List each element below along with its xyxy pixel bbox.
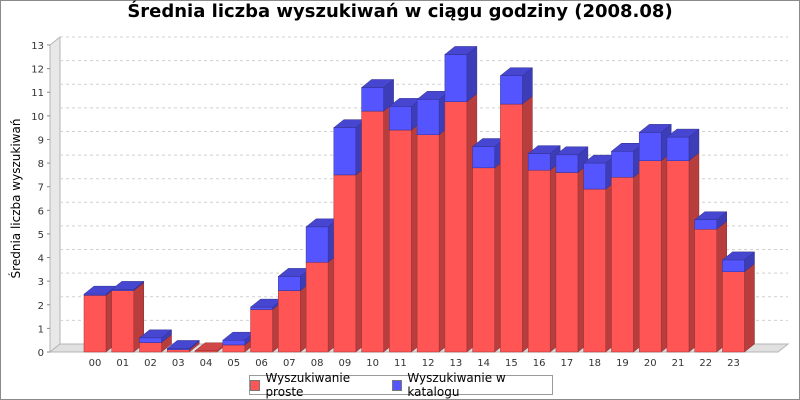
x-tick-label: 04 [200,358,213,369]
x-tick-label: 17 [561,358,574,369]
bar-23-series-1 [721,251,756,273]
x-tick-label: 09 [338,358,351,369]
bar-09-series-1 [333,119,367,176]
x-tick-label: 13 [450,358,463,369]
bar-17-series-0 [555,164,589,353]
x-tick-label: 03 [172,358,185,369]
bar-03-series-1 [166,339,200,351]
y-tick-label: 12 [31,65,44,76]
x-tick-label: 06 [255,358,268,369]
legend-swatch-catalog [391,379,403,391]
plot-left-wall [49,35,61,354]
y-tick-label: 4 [38,254,44,265]
x-tick-label: 21 [672,358,685,369]
x-tick-label: 01 [116,358,129,369]
bar-22-series-1 [694,211,728,230]
bar-13-series-0 [444,93,478,353]
bar-20-series-0 [638,152,672,353]
x-tick-label: 11 [394,358,407,369]
x-tick-label: 20 [644,358,657,369]
bar-15-series-1 [499,67,534,105]
x-tick-label: 19 [616,358,629,369]
bar-19-series-0 [610,168,645,353]
chart-title: Średnia liczba wyszukiwań w ciągu godzin… [127,1,673,22]
y-tick-label: 0 [38,348,44,359]
legend-label-catalog: Wyszukiwanie w katalogu [407,371,506,399]
bar-08-series-0 [305,253,339,353]
x-tick-label: 12 [422,358,435,369]
bar-18-series-1 [582,154,617,190]
legend-item-catalog: Wyszukiwanie w katalogu [391,371,552,399]
bar-14-series-0 [471,159,506,353]
y-tick-label: 1 [38,324,44,335]
bar-10-series-1 [360,78,395,112]
bar-12-series-0 [416,126,450,353]
x-tick-label: 08 [311,358,324,369]
bar-14-series-1 [471,138,506,169]
y-tick-label: 5 [38,230,44,241]
legend: Wyszukiwanie proste Wyszukiwanie w katal… [249,371,553,399]
y-tick-label: 10 [31,112,44,123]
x-tick-label: 16 [533,358,546,369]
bar-15-series-0 [499,95,534,353]
bar-08-series-1 [305,218,339,263]
x-tick-label: 00 [89,358,102,369]
bar-10-series-0 [360,102,395,353]
bar-00-series-0 [83,286,117,353]
bar-19-series-1 [610,142,645,178]
bar-02-series-1 [138,329,173,344]
x-tick-label: 05 [227,358,240,369]
x-tick-label: 07 [283,358,296,369]
legend-label-simple: Wyszukiwanie proste [265,371,351,399]
bar-11-series-1 [388,97,423,131]
bar-12-series-1 [416,90,450,136]
y-tick-label: 6 [38,206,44,217]
y-tick-label: 11 [31,88,44,99]
bar-21-series-1 [666,128,700,162]
y-tick-label: 7 [38,183,44,194]
x-tick-label: 23 [727,358,740,369]
x-tick-label: 10 [366,358,379,369]
bar-17-series-1 [555,146,589,174]
x-tick-label: 18 [588,358,601,369]
legend-swatch-simple [250,379,261,391]
x-tick-label: 14 [477,358,490,369]
legend-item-simple: Wyszukiwanie proste [250,371,384,399]
bar-16-series-0 [527,161,561,353]
y-tick-label: 9 [38,135,44,146]
x-tick-label: 22 [699,358,712,369]
bar-11-series-0 [388,121,423,353]
bar-07-series-0 [277,282,312,353]
bar-23-series-0 [721,263,756,353]
x-tick-label: 15 [505,358,518,369]
bar-13-series-1 [444,45,478,103]
bar-01-series-1 [111,280,145,292]
bar-01-series-0 [111,282,145,353]
y-tick-label: 13 [31,41,44,52]
bar-09-series-0 [333,166,367,353]
y-tick-label: 2 [38,301,44,312]
y-axis-label: Średnia liczba wyszukiwań [8,119,23,279]
y-tick-label: 3 [38,277,44,288]
x-tick-label: 02 [144,358,157,369]
y-tick-label: 8 [38,159,44,170]
bar-22-series-0 [694,220,728,353]
bar-21-series-0 [666,152,700,353]
bar-18-series-0 [582,180,617,353]
bar-20-series-1 [638,123,672,162]
